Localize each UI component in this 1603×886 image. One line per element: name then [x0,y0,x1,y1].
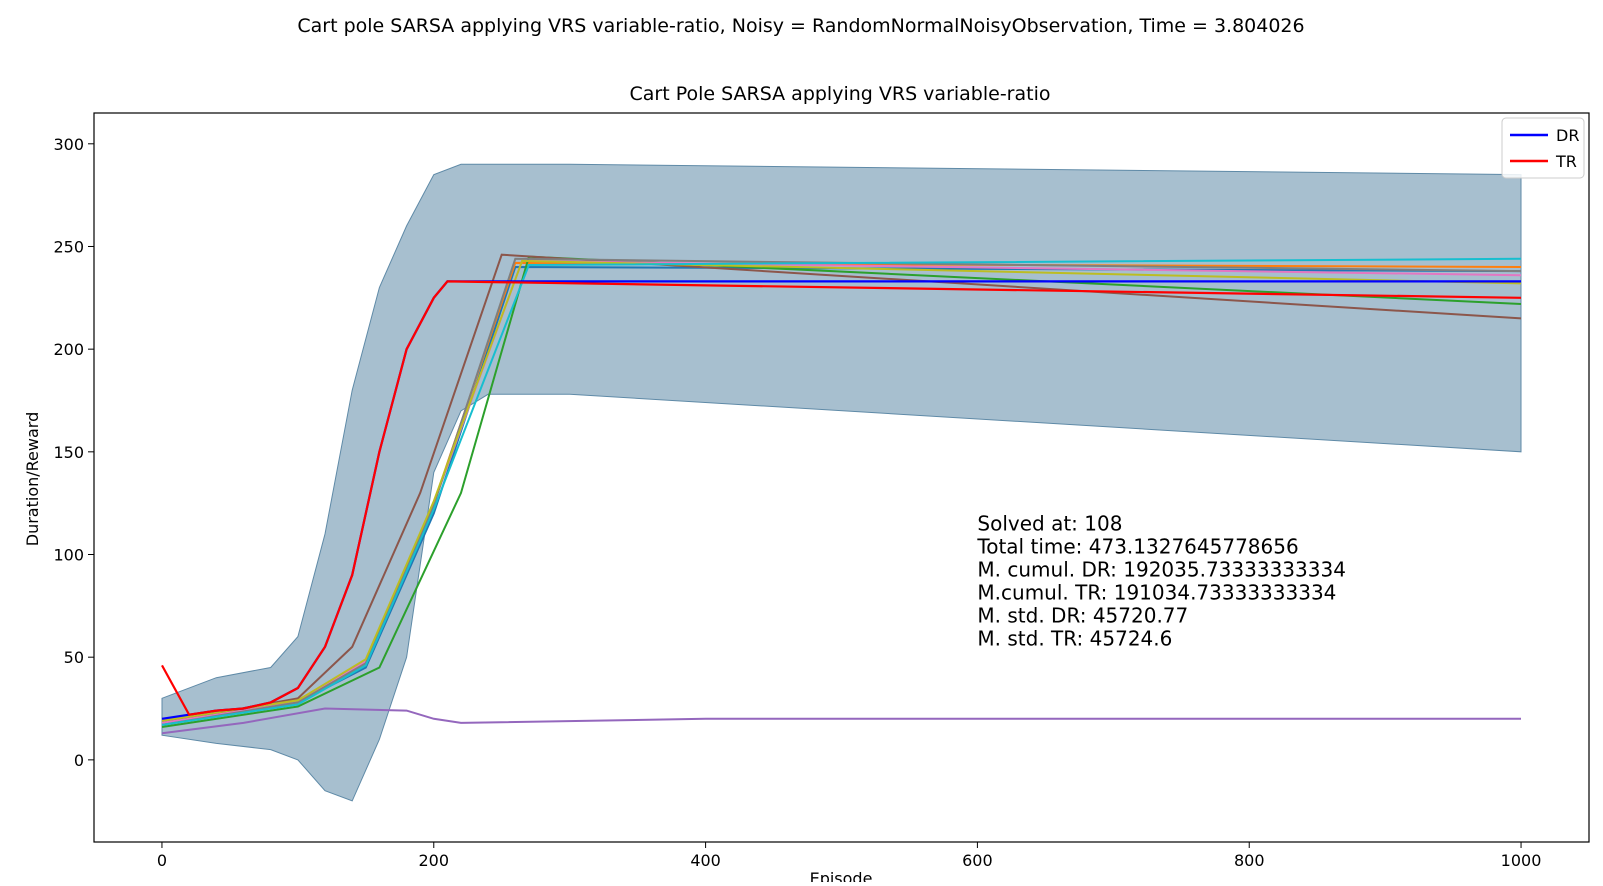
run-line-4 [161,253,1522,724]
series-line-tr [161,280,1522,716]
figure-suptitle: Cart pole SARSA applying VRS variable-ra… [297,15,1304,37]
annotation-line: M.cumul. TR: 191034.73333333334 [977,581,1336,605]
x-axis-label: Episode [810,869,873,882]
y-tick-label: 300 [53,135,84,154]
x-tick-label: 600 [962,851,993,870]
y-tick-label: 100 [53,546,84,565]
chart-title: Cart Pole SARSA applying VRS variable-ra… [629,83,1050,105]
annotation-line: M. std. DR: 45720.77 [977,604,1188,628]
annotation-line: Total time: 473.1327645778656 [976,535,1298,559]
plot-area-frame [93,112,1590,843]
y-tick-label: 200 [53,340,84,359]
x-tick-label: 400 [690,851,721,870]
legend-label-tr: TR [1555,152,1577,171]
x-tick-label: 0 [157,851,167,870]
std-band [161,163,1522,802]
run-line-8 [161,257,1522,726]
legend-box [1501,117,1585,179]
x-tick-label: 800 [1234,851,1265,870]
y-axis-label: Duration/Reward [23,412,42,546]
annotation-line: Solved at: 108 [977,512,1122,536]
y-tick-label: 0 [74,751,84,770]
y-tick-label: 250 [53,237,84,256]
y-tick-label: 150 [53,443,84,462]
y-tick-label: 50 [64,648,84,667]
x-tick-label: 200 [418,851,449,870]
annotation-line: M. cumul. DR: 192035.73333333334 [977,558,1346,582]
run-line-6 [161,257,1522,726]
run-line-9 [161,707,1521,735]
legend-label-dr: DR [1556,126,1579,145]
annotation-line: M. std. TR: 45724.6 [977,627,1172,651]
x-tick-label: 1000 [1501,851,1542,870]
